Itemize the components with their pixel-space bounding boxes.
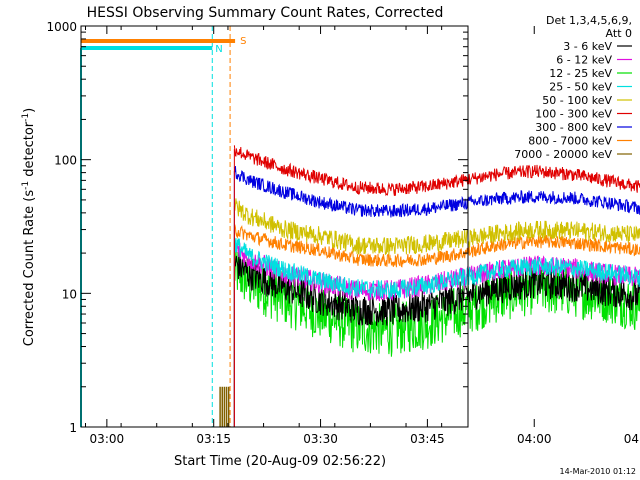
series-12-25kev bbox=[233, 244, 640, 357]
series-50-100kev bbox=[233, 198, 640, 255]
legend-label: 50 - 100 keV bbox=[542, 94, 612, 107]
series-300-800kev bbox=[233, 165, 640, 218]
legend-header-line-1: Det 1,3,4,5,6,9, bbox=[546, 14, 632, 27]
y-tick-label: 1000 bbox=[46, 20, 77, 34]
legend-header-line-2: Att 0 bbox=[606, 27, 632, 40]
series-25-50kev bbox=[233, 237, 640, 300]
x-axis-label: Start Time (20-Aug-09 02:56:22) bbox=[174, 454, 386, 469]
legend-label: 300 - 800 keV bbox=[535, 121, 612, 134]
x-tick-label: 03:30 bbox=[303, 432, 338, 446]
x-tick-label: 03:00 bbox=[90, 432, 125, 446]
legend-label: 12 - 25 keV bbox=[549, 67, 612, 80]
x-tick-label: 04:00 bbox=[517, 432, 552, 446]
axes-layer: 03:0003:1503:3003:4504:0004:1504:3011010… bbox=[46, 20, 640, 446]
series-3-6kev bbox=[233, 252, 640, 326]
data-layer: SN bbox=[80, 26, 640, 427]
series-100-300kev bbox=[233, 145, 640, 197]
x-tick-label: 03:15 bbox=[196, 432, 231, 446]
y-axis-label: Corrected Count Rate (s-1 detector-1) bbox=[21, 108, 37, 346]
series-800-7000kev bbox=[233, 223, 640, 268]
legend-label: 25 - 50 keV bbox=[549, 81, 612, 94]
legend-label: 100 - 300 keV bbox=[535, 108, 612, 121]
flag-label-n: N bbox=[215, 44, 222, 55]
legend-label: 7000 - 20000 keV bbox=[514, 148, 612, 161]
y-tick-label: 100 bbox=[54, 154, 77, 168]
x-tick-label: 03:45 bbox=[410, 432, 445, 446]
chart-title: HESSI Observing Summary Count Rates, Cor… bbox=[87, 5, 444, 21]
x-tick-label: 04:15 bbox=[624, 432, 640, 446]
footer-date: 14-Mar-2010 01:12 bbox=[560, 467, 637, 476]
y-tick-label: 1 bbox=[69, 421, 77, 435]
plot-frame bbox=[80, 25, 469, 428]
legend-label: 3 - 6 keV bbox=[563, 40, 612, 53]
legend-label: 800 - 7000 keV bbox=[528, 135, 612, 148]
flag-label-s: S bbox=[240, 36, 246, 47]
legend-label: 6 - 12 keV bbox=[556, 54, 612, 67]
y-tick-label: 10 bbox=[62, 287, 77, 301]
